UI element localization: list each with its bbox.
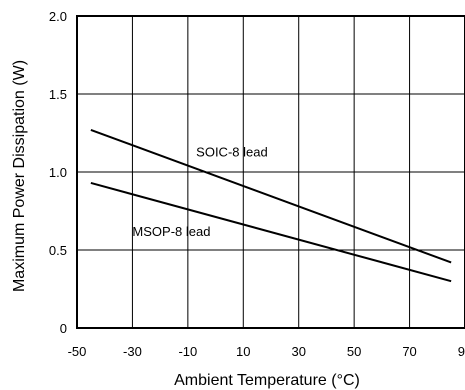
x-tick-label: 30: [291, 344, 305, 359]
y-tick-label: 1.5: [49, 87, 67, 102]
series-annotation: SOIC-8 lead: [196, 144, 268, 159]
series-annotation: MSOP-8 lead: [132, 224, 210, 239]
series-lines: [90, 128, 452, 283]
grid: [76, 15, 465, 329]
x-tick-label: 90: [458, 344, 465, 359]
y-tick-label: 0: [60, 321, 67, 336]
plot-frame: [76, 15, 465, 329]
annotations: SOIC-8 lead MSOP-8 lead: [132, 144, 267, 239]
tick-labels: -50 -30 -10 10 30 50 70 90 0 0.5 1.0 1.5 2.0: [49, 9, 465, 359]
series-line-0: [90, 128, 452, 264]
y-tick-label: 0.5: [49, 243, 67, 258]
y-axis-title: Maximum Power Dissipation (W): [11, 60, 28, 292]
series-line-1: [90, 181, 452, 283]
y-tick-label: 1.0: [49, 165, 67, 180]
x-tick-label: 10: [236, 344, 250, 359]
y-tick-label: 2.0: [49, 9, 67, 24]
x-tick-label: -10: [178, 344, 197, 359]
x-tick-label: 70: [402, 344, 416, 359]
x-tick-label: -50: [68, 344, 87, 359]
x-tick-label: 50: [347, 344, 361, 359]
x-axis-title: Ambient Temperature (°C): [174, 372, 360, 389]
x-tick-label: -30: [123, 344, 142, 359]
